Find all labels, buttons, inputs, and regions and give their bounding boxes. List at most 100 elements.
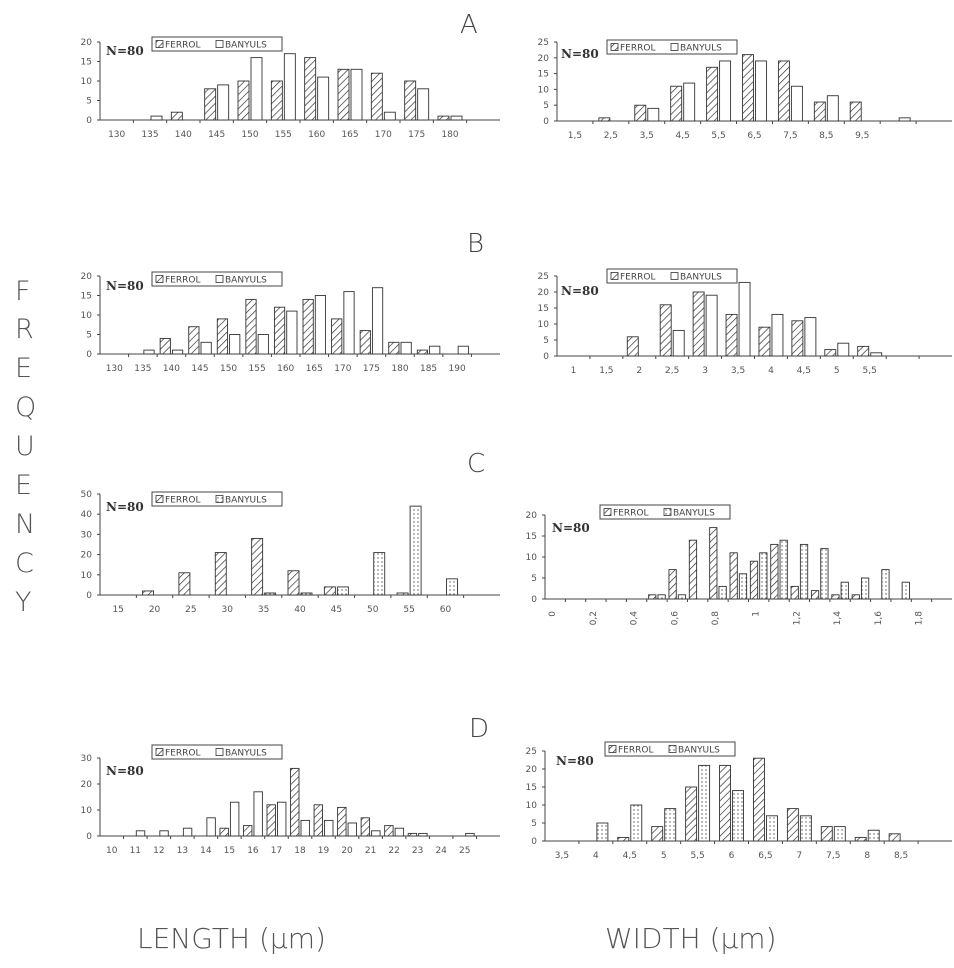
y-tick-label: 30 bbox=[81, 754, 93, 764]
x-tick-label: 5 bbox=[661, 851, 667, 861]
x-tick-label: 175 bbox=[408, 130, 425, 140]
bar-ferrol bbox=[142, 590, 154, 596]
bar-ferrol bbox=[617, 836, 630, 842]
bar-ferrol bbox=[659, 304, 672, 357]
bar-ferrol bbox=[820, 826, 833, 842]
bar-ferrol bbox=[725, 313, 738, 357]
y-tick-label: 50 bbox=[81, 490, 93, 500]
x-tick-label: 145 bbox=[191, 364, 208, 374]
bar-ferrol bbox=[758, 326, 771, 357]
ylabel-letter-3: Q bbox=[15, 392, 36, 423]
y-tick-label: 20 bbox=[81, 272, 93, 282]
bar-banyuls bbox=[150, 115, 163, 121]
bar-ferrol bbox=[854, 836, 867, 842]
bar-ferrol bbox=[178, 572, 191, 596]
x-tick-label: 5 bbox=[834, 366, 840, 376]
y-tick-label: 15 bbox=[526, 532, 537, 542]
y-axis-title: F R E Q U E N C Y bbox=[15, 276, 36, 618]
bar-ferrol bbox=[170, 111, 183, 121]
x-tick-label: 1,5 bbox=[599, 366, 613, 376]
legend: FERROL BANYULS bbox=[151, 491, 283, 507]
bar-banyuls bbox=[683, 82, 696, 122]
y-tick-label: 5 bbox=[531, 819, 537, 829]
y-tick-label: 10 bbox=[538, 320, 550, 330]
bar-banyuls bbox=[705, 294, 718, 357]
bar-banyuls bbox=[833, 826, 846, 842]
x-tick-label: 2 bbox=[636, 366, 642, 376]
bar-ferrol bbox=[243, 825, 253, 837]
bar-banyuls bbox=[647, 107, 660, 122]
y-tick-label: 20 bbox=[538, 54, 550, 64]
legend-label-ferrol: FERROL bbox=[620, 273, 655, 283]
x-tick-label: 190 bbox=[449, 364, 466, 374]
y-tick-label: 20 bbox=[81, 38, 93, 48]
bar-banyuls bbox=[596, 822, 609, 842]
bar-ferrol bbox=[188, 326, 200, 355]
row-label-d: D bbox=[469, 714, 489, 744]
x-tick-label: 30 bbox=[222, 605, 234, 615]
legend-swatch-ferrol bbox=[610, 43, 619, 51]
bar-banyuls bbox=[206, 817, 216, 837]
y-tick-label: 15 bbox=[81, 292, 92, 302]
bar-ferrol bbox=[824, 349, 837, 357]
bar-banyuls bbox=[229, 801, 240, 837]
legend-label-banyuls: BANYULS bbox=[680, 273, 722, 283]
x-tick-label: 155 bbox=[275, 130, 292, 140]
y-tick-label: 5 bbox=[543, 101, 549, 111]
bar-ferrol bbox=[753, 757, 765, 842]
bar-banyuls bbox=[698, 764, 711, 842]
legend-swatch-banyuls bbox=[670, 43, 679, 51]
legend: FERROL BANYULS bbox=[599, 504, 731, 520]
bar-banyuls bbox=[159, 830, 169, 837]
y-tick-label: 0 bbox=[86, 832, 92, 842]
y-tick-label: 15 bbox=[538, 304, 549, 314]
legend-label-banyuls: BANYULS bbox=[225, 276, 267, 286]
x-tick-label: 10 bbox=[106, 846, 118, 856]
bar-banyuls bbox=[719, 60, 732, 122]
bar-ferrol bbox=[777, 60, 790, 122]
x-tick-label: 5,5 bbox=[711, 131, 725, 141]
legend: FERROL BANYULS bbox=[606, 39, 738, 55]
bar-banyuls bbox=[766, 815, 778, 842]
bar-ferrol bbox=[742, 54, 754, 122]
x-tick-label: 0,6 bbox=[670, 611, 680, 626]
x-tick-label: 9,5 bbox=[855, 131, 869, 141]
bar-ferrol bbox=[359, 330, 371, 355]
legend: FERROL BANYULS bbox=[604, 741, 736, 757]
x-tick-label: 11 bbox=[130, 846, 141, 856]
legend-label-ferrol: FERROL bbox=[618, 746, 653, 756]
bar-ferrol bbox=[634, 104, 647, 122]
x-tick-label: 155 bbox=[249, 364, 266, 374]
bar-banyuls bbox=[870, 352, 883, 357]
bar-banyuls bbox=[283, 53, 296, 121]
y-tick-label: 10 bbox=[81, 806, 93, 816]
x-tick-label: 180 bbox=[391, 364, 408, 374]
x-tick-label: 3,5 bbox=[640, 131, 654, 141]
bar-ferrol bbox=[204, 88, 217, 121]
sample-size-label: N=80 bbox=[106, 279, 144, 293]
x-tick-label: 0,8 bbox=[711, 611, 721, 626]
bar-ferrol bbox=[214, 552, 227, 596]
x-tick-label: 0,4 bbox=[630, 611, 640, 626]
x-tick-label: 2,5 bbox=[604, 131, 618, 141]
x-tick-label: 8,5 bbox=[894, 851, 908, 861]
x-tick-label: 185 bbox=[420, 364, 437, 374]
bar-banyuls bbox=[250, 57, 263, 121]
bar-banyuls bbox=[314, 295, 327, 355]
legend-label-banyuls: BANYULS bbox=[225, 41, 267, 51]
bar-ferrol bbox=[729, 552, 738, 600]
x-tick-label: 6 bbox=[729, 851, 735, 861]
x-tick-label: 15 bbox=[224, 846, 235, 856]
x-tick-label: 1 bbox=[752, 611, 762, 617]
legend-swatch-banyuls bbox=[668, 745, 677, 753]
y-tick-label: 10 bbox=[538, 85, 550, 95]
legend: FERROL BANYULS bbox=[606, 268, 738, 284]
x-tick-label: 175 bbox=[363, 364, 380, 374]
x-tick-label: 140 bbox=[163, 364, 180, 374]
x-tick-label: 3,5 bbox=[731, 366, 745, 376]
y-tick-label: 20 bbox=[526, 765, 538, 775]
bar-ferrol bbox=[770, 543, 779, 600]
x-tick-label: 35 bbox=[258, 605, 269, 615]
